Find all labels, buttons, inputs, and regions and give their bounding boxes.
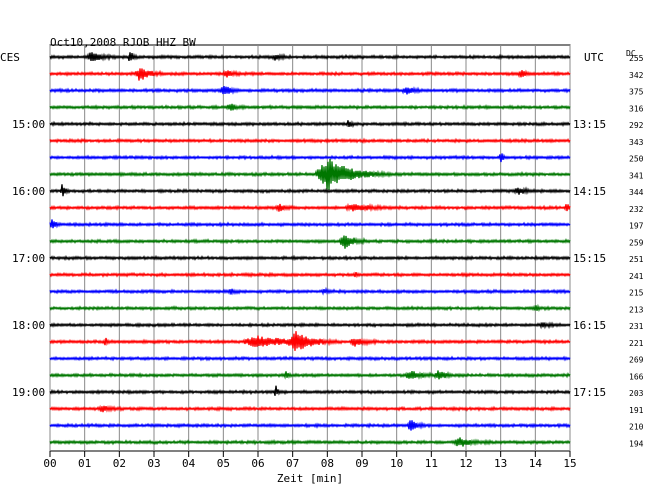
- x-tick-label: 15: [563, 457, 576, 470]
- dc-offset-label: 166: [629, 372, 644, 381]
- dc-offset-label: 232: [629, 205, 644, 214]
- x-tick-label: 00: [43, 457, 56, 470]
- x-tick-label: 09: [355, 457, 368, 470]
- dc-offset-label: 250: [629, 155, 644, 164]
- left-time-label: 19:00: [12, 386, 45, 399]
- trace-line: [49, 158, 571, 190]
- x-tick-label: 14: [529, 457, 543, 470]
- dc-offset-label: 197: [629, 222, 644, 231]
- x-tick-label: 01: [78, 457, 91, 470]
- x-tick-label: 13: [494, 457, 507, 470]
- x-tick-label: 02: [113, 457, 126, 470]
- label-layer: Oct10,2008 RJOB HHZ BW CES UTC DC Zeit […: [0, 36, 644, 485]
- trace-line: [49, 404, 571, 413]
- dc-offset-label: 191: [629, 406, 644, 415]
- x-axis-label: Zeit [min]: [277, 472, 343, 485]
- trace-line: [49, 420, 571, 431]
- x-tick-label: 10: [390, 457, 403, 470]
- trace-line: [49, 68, 571, 81]
- trace-line: [49, 385, 571, 396]
- dc-offset-label: 210: [629, 423, 644, 432]
- dc-offset-label: 375: [629, 88, 644, 97]
- right-time-label: 15:15: [573, 252, 606, 265]
- grid-layer: [49, 44, 571, 457]
- trace-line: [49, 137, 571, 144]
- trace-line: [49, 52, 571, 62]
- dc-header-label: DC: [626, 49, 636, 58]
- trace-line: [49, 153, 571, 163]
- dc-offset-label: 316: [629, 104, 644, 113]
- left-time-label: 15:00: [12, 118, 45, 131]
- trace-line: [49, 120, 571, 128]
- trace-line: [49, 321, 571, 330]
- left-time-label: 17:00: [12, 252, 45, 265]
- trace-line: [49, 286, 571, 296]
- trace-line: [49, 271, 571, 279]
- chart-title: Oct10,2008 RJOB HHZ BW: [50, 36, 196, 49]
- dc-offset-label: 344: [629, 188, 644, 197]
- dc-offset-label: 341: [629, 171, 644, 180]
- trace-line: [49, 103, 571, 111]
- trace-line: [49, 331, 571, 351]
- x-tick-label: 12: [459, 457, 472, 470]
- trace-line: [49, 184, 571, 197]
- left-time-label: 18:00: [12, 319, 45, 332]
- dc-offset-label: 194: [629, 439, 644, 448]
- dc-offset-label: 343: [629, 138, 644, 147]
- dc-offset-label: 203: [629, 389, 644, 398]
- trace-line: [49, 235, 571, 249]
- right-time-label: 16:15: [573, 319, 606, 332]
- right-time-label: 13:15: [573, 118, 606, 131]
- right-time-label: 14:15: [573, 185, 606, 198]
- dc-offset-label: 215: [629, 289, 644, 298]
- x-tick-label: 03: [147, 457, 160, 470]
- left-timezone-label: CES: [0, 51, 20, 64]
- trace-line: [49, 202, 571, 213]
- dc-offset-label: 269: [629, 356, 644, 365]
- dc-offset-label: 241: [629, 272, 644, 281]
- dc-offset-label: 342: [629, 71, 644, 80]
- trace-line: [49, 219, 571, 229]
- trace-line: [49, 303, 571, 312]
- dc-offset-label: 251: [629, 255, 644, 264]
- trace-line: [49, 437, 571, 447]
- x-tick-label: 11: [425, 457, 438, 470]
- trace-layer: [49, 52, 571, 447]
- x-tick-label: 06: [251, 457, 264, 470]
- trace-line: [49, 86, 571, 95]
- trace-line: [49, 370, 571, 380]
- x-tick-label: 08: [321, 457, 334, 470]
- dc-offset-label: 231: [629, 322, 644, 331]
- trace-line: [49, 254, 571, 262]
- dc-offset-label: 213: [629, 305, 644, 314]
- dc-offset-label: 292: [629, 121, 644, 130]
- x-tick-label: 07: [286, 457, 299, 470]
- dc-offset-label: 259: [629, 238, 644, 247]
- trace-line: [49, 355, 571, 362]
- dc-offset-label: 221: [629, 339, 644, 348]
- dc-offset-label: 255: [629, 54, 644, 63]
- right-timezone-label: UTC: [584, 51, 604, 64]
- left-time-label: 16:00: [12, 185, 45, 198]
- right-time-label: 17:15: [573, 386, 606, 399]
- x-tick-label: 05: [217, 457, 230, 470]
- x-tick-label: 04: [182, 457, 196, 470]
